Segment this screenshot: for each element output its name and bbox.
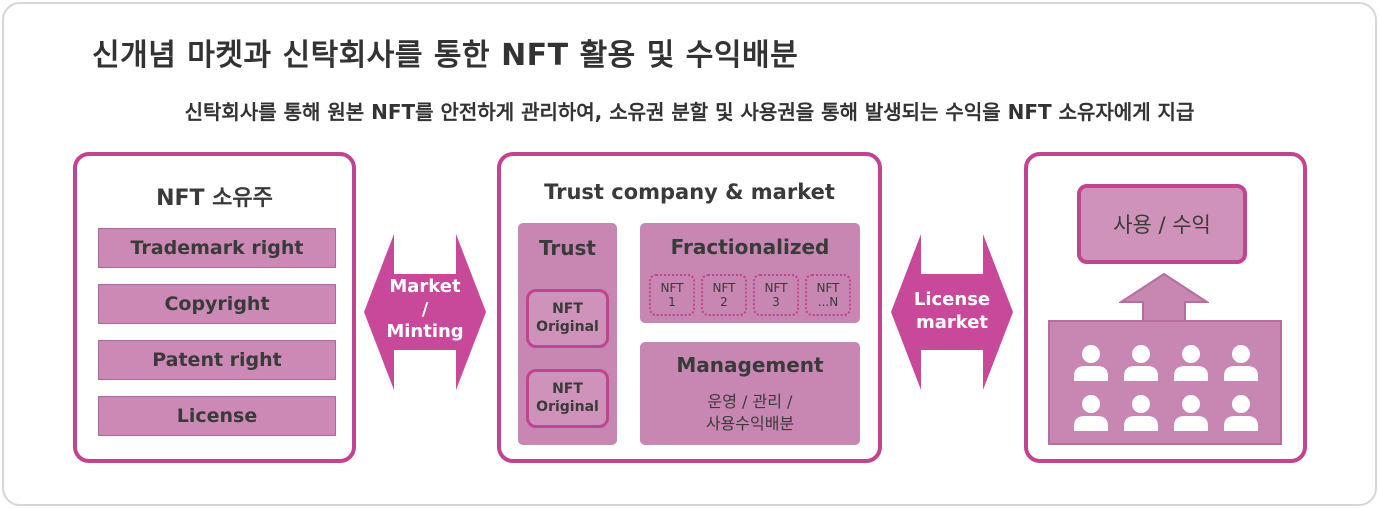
chip-l1: NFT [660,280,684,295]
trust-panel-title: Trust company & market [544,180,835,204]
management-line2: 사용수익배분 [705,413,795,433]
chip-l1: NFT [712,280,736,295]
users-group [1048,320,1282,445]
nft-fraction-chip: NFT 2 [701,274,747,316]
management-desc: 운영 / 관리 / 사용수익배분 [640,391,860,434]
management-title: Management [676,353,824,377]
nft-fraction-chip: NFT ...N [805,274,851,316]
chip-l2: 2 [720,295,728,309]
fractionalized-title: Fractionalized [670,235,830,259]
arrow-right-line2: market [915,311,989,333]
nft-fraction-chip: NFT 3 [753,274,799,316]
trust-panel: Trust company & market Trust NFT Origina… [497,152,882,463]
right-trademark: Trademark right [98,228,336,268]
right-copyright: Copyright [98,284,336,324]
right-license: License [98,396,336,436]
user-icon [1174,345,1208,381]
user-icon [1124,345,1158,381]
nft-original-card: NFT Original [526,289,609,348]
nft-original-l2: Original [536,398,599,415]
market-minting-label: Market / Minting [364,276,486,344]
double-arrow-icon [364,234,486,390]
nft-original-card: NFT Original [526,369,609,428]
chip-l1: NFT [816,280,840,295]
owner-panel: NFT 소유주 Trademark right Copyright Patent… [73,152,356,463]
management-block: Management 운영 / 관리 / 사용수익배분 [640,342,860,445]
arrow-left-line3: Minting [386,321,464,342]
arrow-right-line1: License [913,289,991,310]
arrow-left-line1: Market [389,276,461,297]
chip-l2: 3 [772,295,780,309]
chip-l1: NFT [764,280,788,295]
user-icon [1074,395,1108,431]
user-icon [1224,345,1258,381]
nft-fraction-chip: NFT 1 [649,274,695,316]
fractionalized-block: Fractionalized NFT 1 NFT 2 NFT 3 NFT ...… [640,223,860,323]
management-line1: 운영 / 관리 / [707,392,793,411]
trust-block: Trust NFT Original NFT Original [518,223,617,445]
trust-block-title: Trust [538,236,596,260]
license-market-label: License market [891,289,1013,334]
owner-panel-title: NFT 소유주 [156,186,273,211]
user-icon [1224,395,1258,431]
diagram-subtitle: 신탁회사를 통해 원본 NFT를 안전하게 관리하여, 소유권 분할 및 사용권… [184,100,1195,124]
user-icon [1074,345,1108,381]
nft-original-l1: NFT [552,301,583,317]
user-icon [1174,395,1208,431]
user-icon [1124,395,1158,431]
nft-original-l1: NFT [552,381,583,397]
nft-original-l2: Original [536,318,599,335]
chip-l2: 1 [668,295,676,309]
right-patent: Patent right [98,340,336,380]
up-arrow-icon [1119,272,1209,322]
chip-l2: ...N [817,295,839,309]
usage-revenue-box: 사용 / 수익 [1077,184,1247,264]
arrow-left-line2: / [421,298,429,320]
diagram-title: 신개념 마켓과 신탁회사를 통한 NFT 활용 및 수익배분 [92,38,799,73]
double-arrow-icon [891,234,1013,390]
